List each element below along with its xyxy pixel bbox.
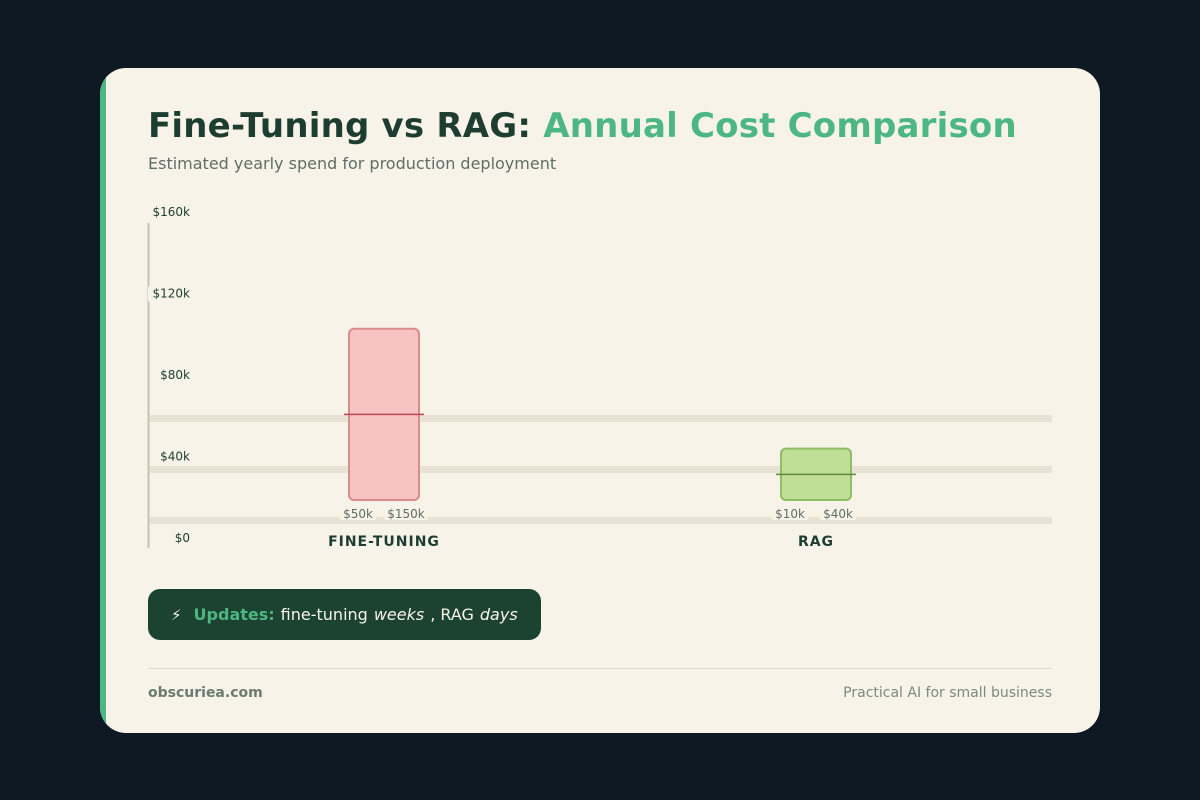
y-tick-label: $80k bbox=[160, 368, 190, 382]
lightning-icon: ⚡ bbox=[171, 605, 182, 624]
note-em-days: days bbox=[479, 605, 518, 624]
range-label-bg bbox=[340, 504, 376, 520]
y-tick-bg-4 bbox=[148, 205, 190, 220]
footer-brand: obscuriea.com bbox=[148, 685, 263, 701]
note-text-fine-tuning: fine-tuning bbox=[280, 605, 368, 624]
y-tick-label: $0 bbox=[175, 531, 190, 545]
accent-bar bbox=[100, 68, 106, 733]
note-em-weeks: weeks bbox=[373, 605, 425, 624]
page-title: Fine-Tuning vs RAG: Annual Cost Comparis… bbox=[148, 106, 1017, 146]
footer-divider bbox=[148, 668, 1052, 669]
range-max-label: $150k bbox=[387, 507, 425, 521]
y-tick-label: $40k bbox=[160, 450, 190, 464]
range-label-bg bbox=[772, 504, 808, 520]
note-lead: Updates: bbox=[193, 605, 275, 624]
y-tick-bg-0 bbox=[169, 531, 190, 546]
update-speed-note: ⚡ Updates: fine-tuning weeks , RAG days bbox=[148, 589, 541, 640]
title-highlight: Annual Cost Comparison bbox=[543, 106, 1017, 146]
y-tick-label: $120k bbox=[153, 287, 191, 301]
range-label-bg bbox=[820, 504, 856, 520]
grid-band-2 bbox=[148, 517, 1052, 524]
grid-band-1 bbox=[148, 466, 1052, 473]
subtitle: Estimated yearly spend for production de… bbox=[148, 154, 557, 173]
category-label: FINE-TUNING bbox=[328, 534, 440, 550]
grid-band-0 bbox=[148, 415, 1052, 422]
range-max-label: $40k bbox=[823, 507, 853, 521]
note-text-rag: , RAG bbox=[430, 605, 474, 624]
cost-range-chart: $0 $40k $80k $120k $160k $50k $150k FINE-TUNING… bbox=[147, 205, 1052, 550]
y-tick-bg-1 bbox=[155, 449, 190, 465]
y-tick-label: $160k bbox=[153, 205, 191, 219]
range-min-label: $10k bbox=[775, 507, 805, 521]
range-min-label: $50k bbox=[343, 507, 373, 521]
card: Fine-Tuning vs RAG: Annual Cost Comparis… bbox=[100, 68, 1100, 733]
y-tick-bg-2 bbox=[155, 368, 190, 383]
range-label-bg bbox=[384, 504, 428, 520]
footer-tagline: Practical AI for small business bbox=[843, 685, 1052, 701]
y-tick-bg-3 bbox=[148, 286, 190, 302]
category-label: RAG bbox=[798, 534, 834, 550]
title-main: Fine-Tuning vs RAG: bbox=[148, 106, 532, 146]
